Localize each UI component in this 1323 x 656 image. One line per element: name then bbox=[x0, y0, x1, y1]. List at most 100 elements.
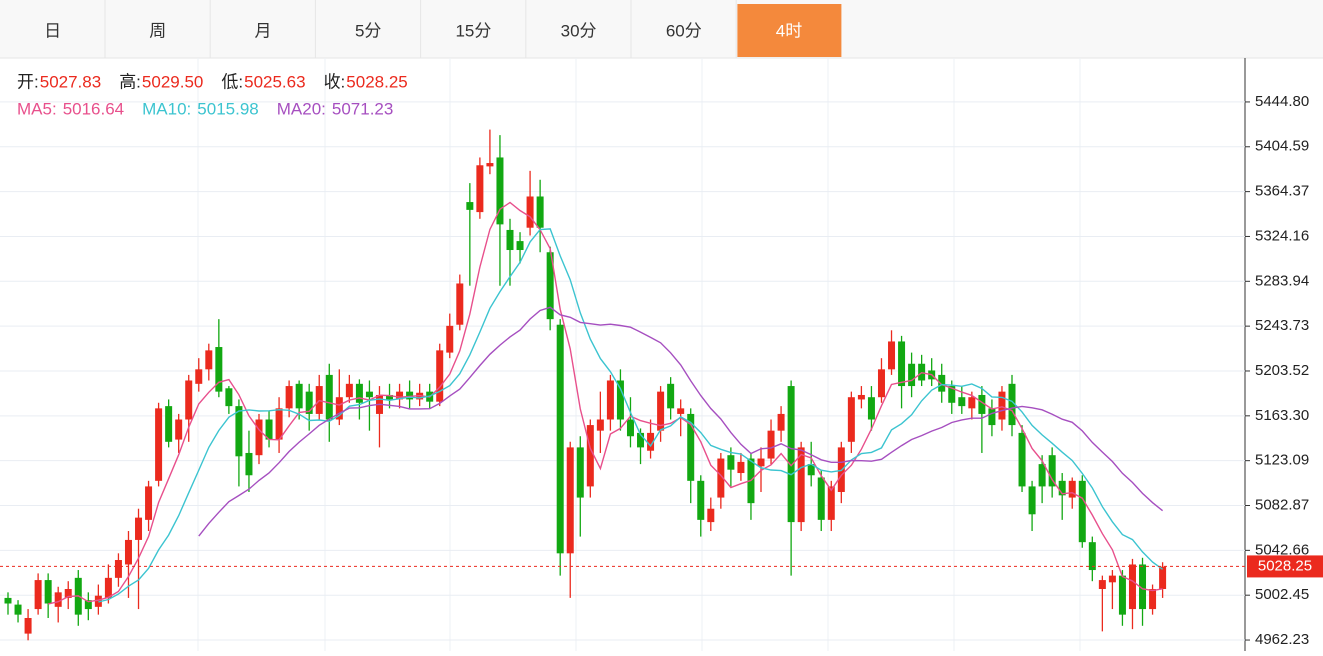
tab-label[interactable]: 15分 bbox=[455, 21, 491, 40]
candle-body bbox=[958, 397, 966, 407]
candle-body bbox=[797, 447, 805, 523]
y-tick-label: 5404.59 bbox=[1255, 138, 1309, 155]
candle-body bbox=[305, 391, 313, 414]
tab-label[interactable]: 30分 bbox=[561, 21, 597, 40]
candle-body bbox=[1118, 575, 1126, 615]
info-value: 5029.50 bbox=[142, 72, 203, 91]
candle-body bbox=[1018, 432, 1026, 487]
tab-label[interactable]: 周 bbox=[149, 21, 166, 40]
candle-body bbox=[104, 577, 112, 598]
candle-body bbox=[64, 589, 72, 598]
candle-body bbox=[516, 241, 524, 251]
tab-label[interactable]: 60分 bbox=[666, 21, 702, 40]
candle-body bbox=[94, 595, 102, 607]
candle-body bbox=[867, 397, 875, 420]
candle-body bbox=[626, 419, 634, 437]
candle-body bbox=[968, 397, 976, 409]
candle-body bbox=[586, 425, 594, 487]
y-tick-label: 5082.87 bbox=[1255, 496, 1309, 513]
candle-body bbox=[275, 408, 283, 440]
ma-value: 5015.98 bbox=[197, 99, 258, 118]
candle-body bbox=[34, 580, 42, 610]
candle-body bbox=[1078, 480, 1086, 543]
candle-body bbox=[637, 432, 645, 448]
candle-body bbox=[185, 380, 193, 420]
ma-label: MA10: bbox=[142, 99, 191, 118]
y-tick-label: 4962.23 bbox=[1255, 631, 1309, 648]
candle-body bbox=[757, 458, 765, 467]
tab-active[interactable] bbox=[737, 4, 842, 57]
candle-body bbox=[345, 383, 353, 398]
candle-body bbox=[948, 386, 956, 403]
ma-value: 5016.64 bbox=[63, 99, 124, 118]
candle-body bbox=[406, 391, 414, 400]
tab-bar bbox=[0, 0, 1323, 58]
tab-label[interactable]: 月 bbox=[255, 21, 272, 40]
candle-body bbox=[667, 383, 675, 409]
tab-label[interactable]: 5分 bbox=[355, 21, 381, 40]
candle-body bbox=[235, 406, 243, 457]
candle-body bbox=[446, 325, 454, 353]
info-label: 低: bbox=[221, 72, 243, 91]
candle-body bbox=[335, 397, 343, 420]
candle-body bbox=[456, 283, 464, 325]
candle-body bbox=[807, 464, 815, 476]
tab-label[interactable]: 日 bbox=[44, 21, 61, 40]
candle-body bbox=[647, 432, 655, 451]
ma-line bbox=[98, 228, 1164, 603]
candle-body bbox=[165, 406, 173, 442]
y-tick-label: 5243.73 bbox=[1255, 317, 1309, 334]
candle-body bbox=[285, 386, 293, 409]
candle-body bbox=[1088, 542, 1096, 571]
candle-body bbox=[988, 408, 996, 426]
candle-body bbox=[215, 347, 223, 392]
candle-body bbox=[657, 391, 665, 431]
candle-body bbox=[436, 350, 444, 402]
y-tick-label: 5364.37 bbox=[1255, 183, 1309, 200]
ma-value: 5071.23 bbox=[332, 99, 393, 118]
candle-body bbox=[486, 163, 494, 167]
candle-body bbox=[265, 419, 273, 440]
info-label: 开: bbox=[17, 72, 39, 91]
candle-body bbox=[727, 455, 735, 470]
candle-body bbox=[616, 380, 624, 420]
candle-body bbox=[1108, 575, 1116, 583]
candle-body bbox=[697, 480, 705, 520]
candle-body bbox=[24, 617, 32, 634]
candle-body bbox=[898, 341, 906, 387]
info-label: 收: bbox=[324, 72, 346, 91]
y-tick-label: 5283.94 bbox=[1255, 272, 1309, 289]
last-price-label: 5028.25 bbox=[1258, 557, 1312, 574]
candle-body bbox=[817, 477, 825, 520]
candle-body bbox=[556, 324, 564, 554]
candle-body bbox=[1038, 464, 1046, 487]
candle-body bbox=[124, 539, 132, 565]
candle-body bbox=[155, 408, 163, 481]
y-tick-label: 5324.16 bbox=[1255, 227, 1309, 244]
candle-body bbox=[396, 391, 404, 400]
candle-body bbox=[14, 604, 22, 615]
candle-body bbox=[566, 447, 574, 554]
candle-body bbox=[978, 394, 986, 414]
candle-body bbox=[1058, 480, 1066, 496]
candle-body bbox=[245, 452, 253, 476]
y-tick-label: 5042.66 bbox=[1255, 541, 1309, 558]
ma-line bbox=[198, 306, 1164, 537]
candle-body bbox=[1159, 566, 1167, 590]
candle-body bbox=[225, 388, 233, 407]
candle-body bbox=[1139, 564, 1147, 610]
candle-body bbox=[827, 486, 835, 520]
candle-body bbox=[295, 383, 303, 409]
candle-body bbox=[677, 408, 685, 414]
tab-label[interactable]: 4时 bbox=[776, 21, 802, 40]
candle-body bbox=[606, 380, 614, 420]
candle-body bbox=[466, 202, 474, 210]
candle-body bbox=[526, 196, 534, 228]
candle-body bbox=[325, 374, 333, 420]
candle-body bbox=[1128, 564, 1136, 610]
candle-body bbox=[536, 196, 544, 228]
candle-body bbox=[496, 157, 504, 225]
candle-body bbox=[1098, 580, 1106, 590]
candle-body bbox=[506, 229, 514, 251]
